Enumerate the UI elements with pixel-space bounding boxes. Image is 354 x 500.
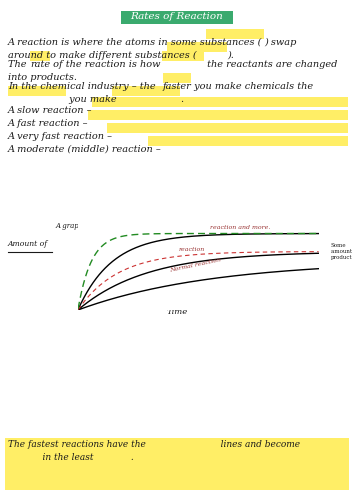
Bar [162, 51, 204, 61]
Text: you make chemicals the: you make chemicals the [191, 82, 313, 91]
Text: .: . [180, 95, 183, 104]
Text: reaction: reaction [179, 246, 205, 252]
Text: faster: faster [163, 82, 192, 91]
Text: Time: Time [166, 308, 188, 316]
Text: In the chemical industry – the: In the chemical industry – the [8, 82, 159, 91]
Text: Amount of: Amount of [8, 240, 48, 248]
Text: into products.: into products. [8, 73, 77, 82]
Text: reaction and more.: reaction and more. [210, 225, 271, 230]
Text: The fastest reactions have the                          lines and become: The fastest reactions have the lines and… [8, 440, 300, 449]
Text: in the least             .: in the least . [8, 453, 134, 462]
Bar [167, 42, 227, 52]
Bar [121, 10, 233, 24]
Text: A slow reaction –: A slow reaction – [8, 106, 96, 115]
Text: Normal reaction: Normal reaction [169, 258, 221, 273]
Bar [112, 86, 180, 96]
Text: you make: you make [66, 95, 120, 104]
Text: A moderate (middle) reaction –: A moderate (middle) reaction – [8, 145, 165, 154]
Text: A reaction is where the atoms in some substances (: A reaction is where the atoms in some su… [8, 38, 262, 47]
Bar [148, 136, 348, 146]
Text: The: The [8, 60, 30, 69]
Text: of the reaction is how: of the reaction is how [50, 60, 164, 69]
Text: Some
amount of
product: Some amount of product [331, 243, 354, 260]
Text: ) swap: ) swap [264, 38, 296, 47]
Text: ).: ). [227, 51, 234, 60]
Text: rate: rate [30, 60, 50, 69]
Text: A very fast reaction –: A very fast reaction – [8, 132, 116, 141]
Bar [163, 73, 191, 83]
Bar [30, 51, 50, 61]
Bar [88, 110, 348, 120]
Bar [206, 29, 264, 39]
Text: A fast reaction –: A fast reaction – [8, 119, 92, 128]
Bar [8, 86, 66, 96]
Text: Rates of Reaction: Rates of Reaction [131, 12, 223, 21]
Bar [107, 123, 348, 133]
Text: A graph showing the speed of a reaction under different conditions:: A graph showing the speed of a reaction … [56, 222, 298, 230]
Bar [5, 438, 349, 490]
Bar [92, 97, 348, 107]
Text: around to make different substances (: around to make different substances ( [8, 51, 196, 60]
Text: the reactants are changed: the reactants are changed [204, 60, 337, 69]
